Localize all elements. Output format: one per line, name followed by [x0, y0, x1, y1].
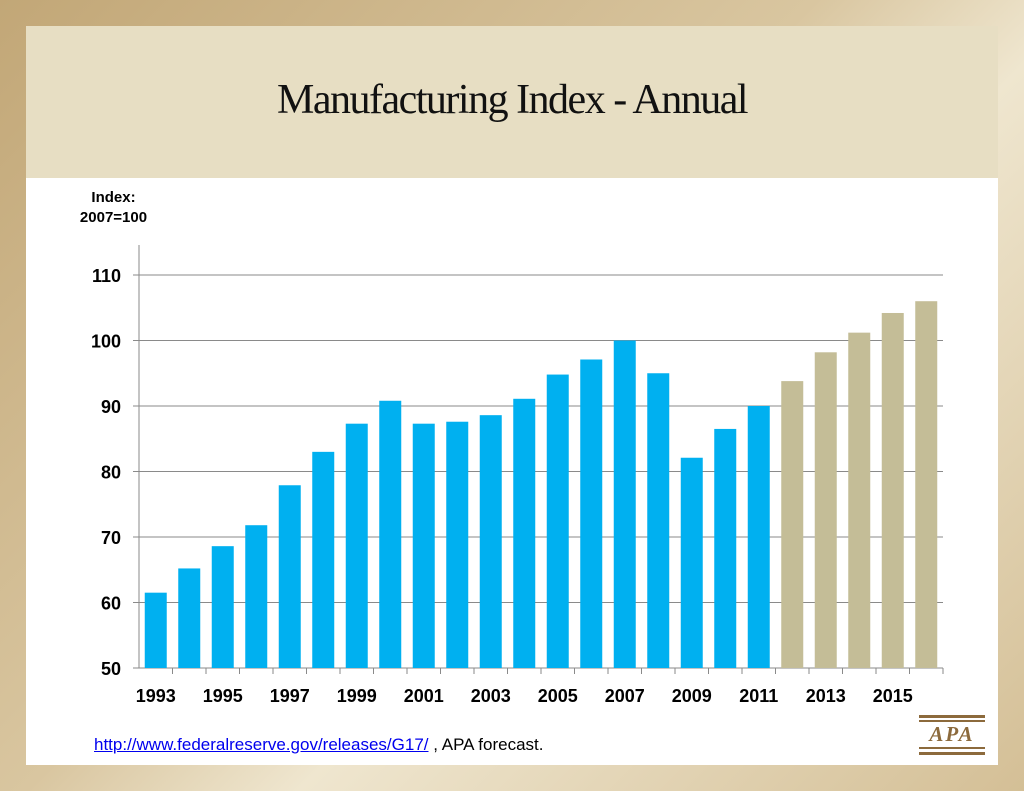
x-tick-label: 2015 — [873, 686, 913, 706]
bar-2014 — [848, 332, 871, 668]
x-tick-label: 2007 — [605, 686, 645, 706]
y-tick-label: 90 — [101, 397, 121, 417]
bar-2000 — [379, 400, 402, 668]
bar-1995 — [211, 546, 234, 668]
y-tick-label: 110 — [92, 266, 121, 286]
footer-source: http://www.federalreserve.gov/releases/G… — [94, 735, 543, 755]
apa-logo: APA — [919, 715, 985, 755]
bar-chart: 50 60 70 80 90 100 110 1993 1995 1997 1999 2001 2003… — [91, 245, 944, 706]
bar-2008 — [647, 373, 670, 668]
bar-2012 — [781, 381, 804, 668]
bar-1994 — [178, 568, 201, 668]
x-tick-label: 2003 — [471, 686, 511, 706]
bar-2010 — [714, 428, 737, 668]
y-tick-label: 100 — [91, 332, 121, 352]
source-link[interactable]: http://www.federalreserve.gov/releases/G… — [94, 735, 429, 754]
y-axis-label: Index: 2007=100 — [79, 189, 148, 226]
bar-2013 — [814, 352, 837, 668]
bar-2001 — [412, 423, 435, 668]
x-tick-label: 2009 — [672, 686, 712, 706]
x-tick-label: 1993 — [136, 686, 176, 706]
bar-2002 — [446, 421, 469, 668]
bar-2015 — [881, 312, 904, 668]
bar-2004 — [513, 398, 536, 668]
x-tick-label: 1997 — [270, 686, 310, 706]
bar-1997 — [278, 485, 301, 668]
x-tick-label: 2011 — [739, 686, 778, 706]
x-tick-label: 2005 — [538, 686, 578, 706]
x-tick-label: 1995 — [203, 686, 243, 706]
bar-2016 — [915, 301, 938, 668]
bar-2006 — [580, 359, 603, 668]
bar-1999 — [345, 423, 368, 668]
bar-2011 — [747, 406, 770, 668]
title-band: Manufacturing Index - Annual — [26, 26, 998, 178]
bar-1993 — [144, 592, 167, 668]
x-tick-label: 2013 — [806, 686, 846, 706]
x-tick-label: 2001 — [404, 686, 444, 706]
x-tick-label: 1999 — [337, 686, 377, 706]
bar-2009 — [680, 457, 703, 668]
page-title: Manufacturing Index - Annual — [276, 77, 749, 123]
bar-2005 — [546, 374, 569, 668]
y-tick-label: 60 — [101, 594, 121, 614]
slide: Manufacturing Index - Annual Index: 2007… — [26, 26, 998, 765]
bar-1996 — [245, 525, 268, 668]
bar-2003 — [479, 415, 502, 668]
logo-text: APA — [929, 722, 975, 746]
bar-2007 — [613, 340, 636, 668]
y-tick-label: 70 — [101, 528, 121, 548]
bar-1998 — [312, 451, 335, 668]
y-tick-label: 50 — [101, 659, 121, 679]
y-tick-label: 80 — [101, 463, 121, 483]
footer-suffix: , APA forecast. — [428, 735, 544, 754]
